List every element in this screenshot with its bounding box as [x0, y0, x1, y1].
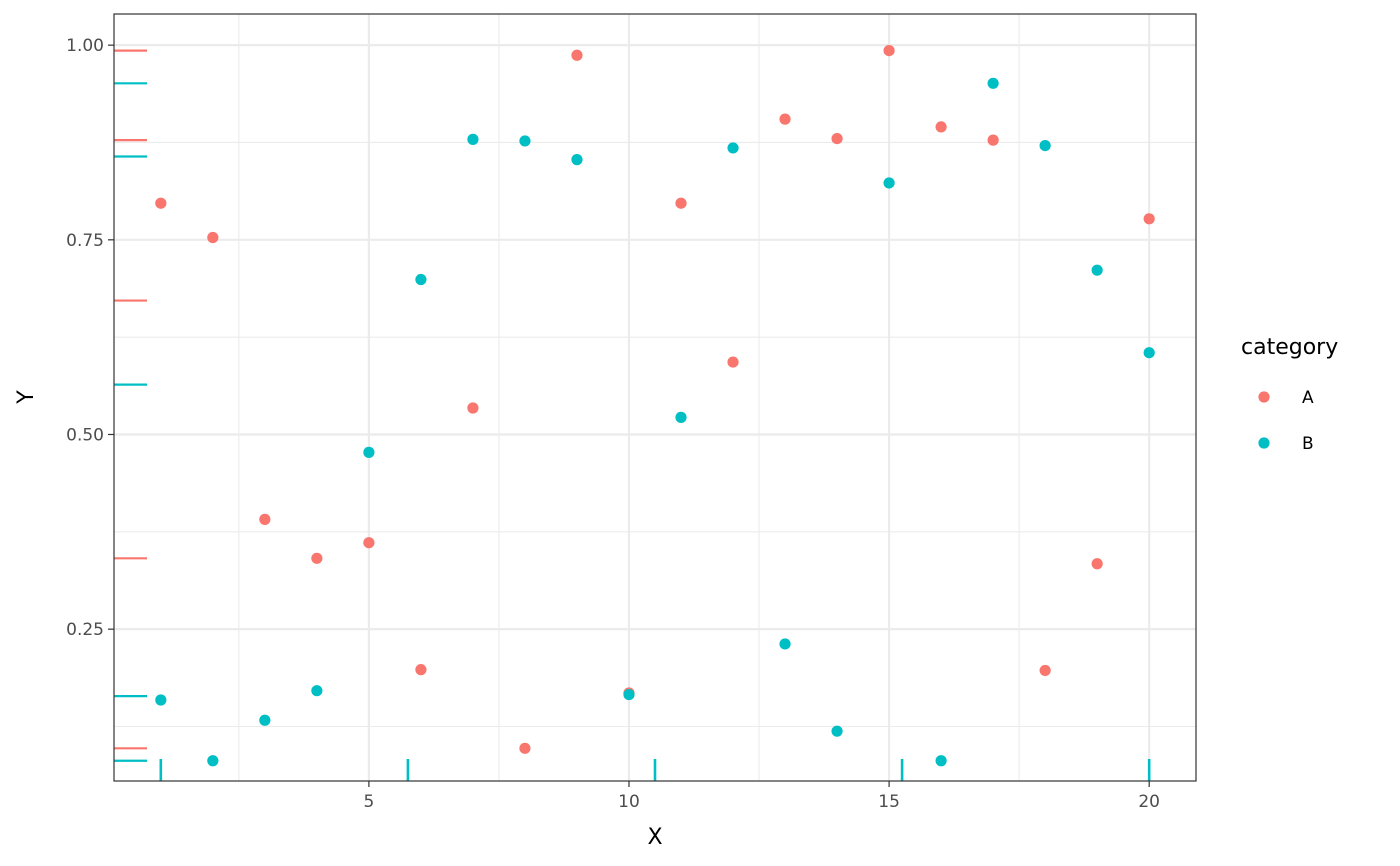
data-point-B: [571, 154, 583, 166]
data-point-B: [623, 688, 635, 701]
data-point-B: [519, 135, 531, 147]
data-point-A: [467, 402, 479, 414]
data-point-B: [883, 177, 895, 189]
data-point-A: [259, 513, 271, 525]
data-point-A: [519, 742, 531, 754]
data-point-B: [363, 446, 375, 458]
data-point-B: [935, 755, 947, 767]
data-point-B: [259, 714, 271, 726]
minor-gridlines: [114, 14, 1196, 781]
x-tick-label: 10: [618, 792, 640, 812]
data-points: [155, 44, 1155, 767]
y-tick-label: 0.25: [66, 620, 104, 640]
data-point-A: [831, 132, 843, 145]
data-point-B: [467, 133, 479, 145]
y-tick-label: 0.75: [66, 231, 104, 251]
data-point-A: [207, 231, 219, 244]
legend: category A B: [1241, 335, 1338, 454]
legend-label-B: B: [1302, 434, 1314, 454]
data-point-B: [1143, 347, 1155, 359]
panel-border: [113, 13, 1197, 782]
x-tick-label: 15: [878, 792, 900, 812]
y-axis-title: Y: [14, 390, 39, 405]
data-point-A: [987, 134, 999, 146]
y-tick-label: 0.50: [66, 425, 104, 445]
data-point-A: [675, 197, 687, 209]
legend-title: category: [1241, 335, 1338, 360]
panel-background: [114, 14, 1196, 781]
data-point-B: [415, 273, 427, 286]
major-gridlines: [114, 14, 1196, 781]
y-tick-label: 1.00: [66, 36, 104, 56]
data-point-A: [1143, 213, 1155, 225]
data-point-B: [779, 638, 791, 650]
rug-marks: [114, 49, 1151, 781]
data-point-A: [571, 49, 583, 61]
legend-label-A: A: [1302, 388, 1314, 408]
data-point-A: [1039, 664, 1051, 677]
x-axis-title: X: [647, 825, 662, 850]
data-point-B: [727, 142, 739, 154]
data-point-B: [675, 411, 687, 423]
data-point-A: [883, 44, 895, 57]
data-point-B: [1039, 139, 1051, 152]
data-point-A: [311, 552, 323, 564]
x-axis-ticks: 5 10 15 20: [363, 781, 1160, 812]
legend-key-B: [1258, 437, 1270, 449]
data-point-A: [415, 664, 427, 676]
data-point-A: [779, 113, 791, 125]
data-point-B: [311, 685, 323, 697]
x-tick-label: 5: [363, 792, 374, 812]
data-point-B: [831, 725, 843, 737]
x-tick-label: 20: [1138, 792, 1160, 812]
data-point-B: [207, 755, 219, 767]
data-point-B: [987, 77, 999, 89]
data-point-B: [155, 694, 167, 706]
data-point-A: [1091, 558, 1103, 570]
data-point-A: [155, 197, 167, 209]
legend-key-A: [1258, 391, 1270, 403]
data-point-A: [363, 537, 375, 549]
data-point-A: [935, 121, 947, 133]
data-point-A: [727, 356, 739, 368]
data-point-B: [1091, 264, 1103, 276]
y-axis-ticks: 0.25 0.50 0.75 1.00: [66, 36, 114, 640]
